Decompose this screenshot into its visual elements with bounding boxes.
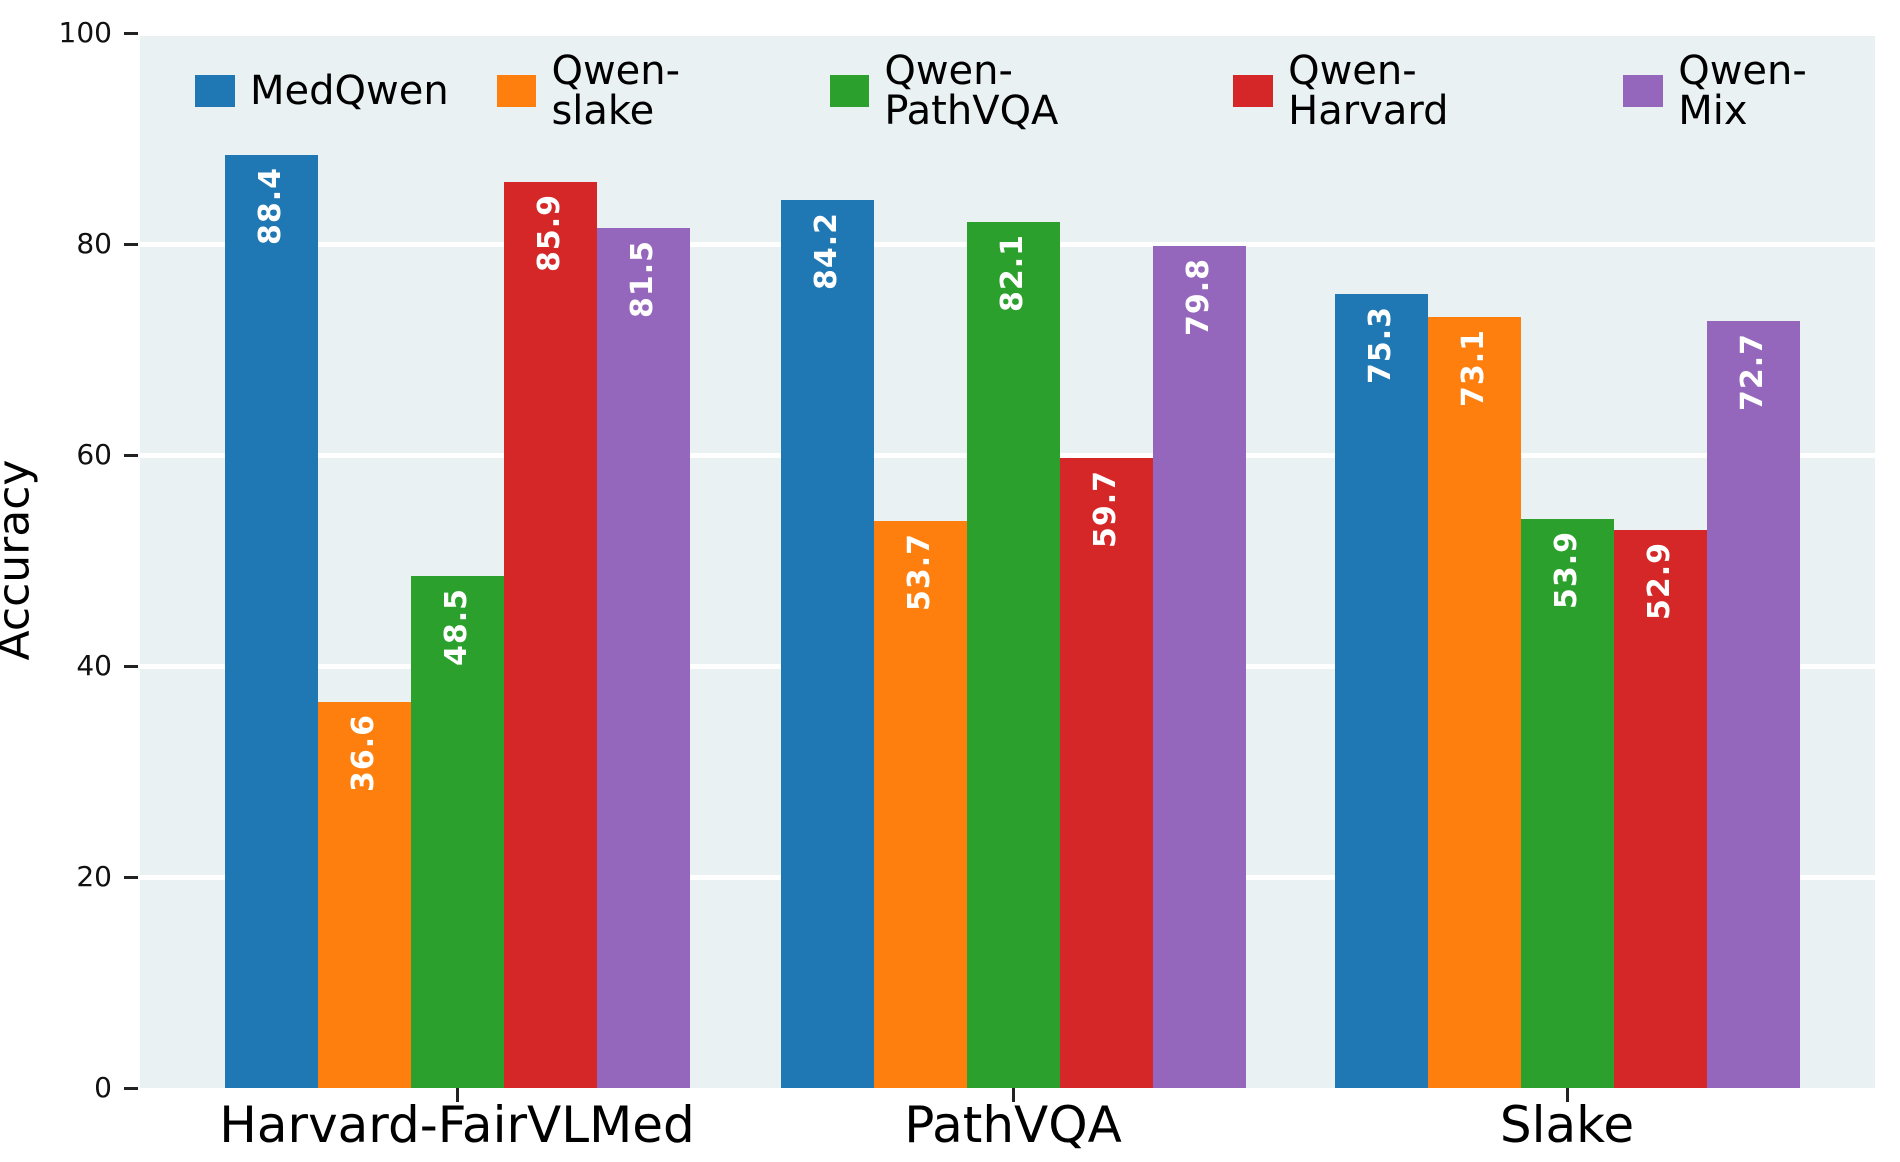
legend-swatch-qwen-mix <box>1623 75 1664 107</box>
legend-label: Qwen-Harvard <box>1288 48 1449 134</box>
bar-group-slake: 75.3 73.1 53.9 52.9 72.7 <box>1334 33 1800 1088</box>
bar-qwen-pathvqa-slake: 53.9 <box>1520 519 1614 1088</box>
x-tick-mark <box>455 1088 459 1102</box>
bar-value-label: 72.7 <box>1735 333 1770 412</box>
legend-label: Qwen-PathVQA <box>884 48 1059 134</box>
y-tick-label-40: 40 <box>76 649 112 682</box>
bar-value-label: 59.7 <box>1088 470 1123 549</box>
legend-item-qwen-harvard: Qwen-Harvard <box>1233 51 1575 131</box>
x-tick-mark <box>1011 1088 1015 1102</box>
bar-qwen-harvard-pathvqa: 59.7 <box>1059 458 1153 1088</box>
bar-qwen-pathvqa-harvard-fairvlmed: 48.5 <box>410 576 504 1088</box>
x-tick-label-harvard-fairvlmed: Harvard-FairVLMed <box>219 1096 695 1154</box>
bar-value-label: 48.5 <box>439 588 474 667</box>
legend-item-qwen-pathvqa: Qwen-PathVQA <box>829 48 1186 134</box>
x-tick-label-pathvqa: PathVQA <box>904 1096 1122 1154</box>
bar-medqwen-harvard-fairvlmed: 88.4 <box>224 155 318 1088</box>
y-tick-mark <box>124 664 138 668</box>
bar-qwen-slake-harvard-fairvlmed: 36.6 <box>317 701 411 1088</box>
legend-swatch-qwen-harvard <box>1233 75 1274 107</box>
bar-value-label: 73.1 <box>1456 328 1491 407</box>
bar-value-label: 36.6 <box>346 713 381 792</box>
legend-item-qwen-mix: Qwen-Mix <box>1623 51 1875 131</box>
bar-group-pathvqa: 84.2 53.7 82.1 59.7 79.8 <box>780 33 1246 1088</box>
legend-item-qwen-slake: Qwen-slake <box>496 48 782 134</box>
gridline-100 <box>140 30 1875 36</box>
y-tick-mark <box>124 1086 138 1090</box>
bar-value-label: 81.5 <box>625 240 660 319</box>
bar-qwen-slake-pathvqa: 53.7 <box>873 521 967 1088</box>
bar-qwen-mix-pathvqa: 79.8 <box>1152 246 1246 1088</box>
bar-value-label: 84.2 <box>809 211 844 290</box>
bar-value-label: 82.1 <box>995 233 1030 312</box>
bar-qwen-mix-harvard-fairvlmed: 81.5 <box>596 228 690 1088</box>
bar-medqwen-pathvqa: 84.2 <box>780 199 874 1088</box>
y-tick-label-20: 20 <box>76 860 112 893</box>
x-tick-label-slake: Slake <box>1499 1096 1635 1154</box>
y-tick-label-0: 0 <box>94 1071 112 1104</box>
bar-qwen-slake-slake: 73.1 <box>1427 316 1521 1088</box>
y-axis-label: Accuracy <box>0 459 40 661</box>
y-tick-label-80: 80 <box>76 227 112 260</box>
bar-value-label: 53.9 <box>1549 531 1584 610</box>
legend-label: Qwen-Mix <box>1678 48 1807 134</box>
bar-value-label: 79.8 <box>1181 258 1216 337</box>
bar-qwen-pathvqa-pathvqa: 82.1 <box>966 221 1060 1088</box>
y-tick-mark <box>124 453 138 457</box>
legend-swatch-medqwen <box>195 75 235 107</box>
bar-medqwen-slake: 75.3 <box>1334 293 1428 1088</box>
bar-group-harvard-fairvlmed: 88.4 36.6 48.5 85.9 81.5 <box>224 33 690 1088</box>
bar-qwen-mix-slake: 72.7 <box>1706 321 1800 1088</box>
legend-label: Qwen-slake <box>551 48 681 134</box>
x-tick-mark <box>1565 1088 1569 1102</box>
legend-swatch-qwen-slake <box>496 75 537 107</box>
bar-value-label: 52.9 <box>1642 541 1677 620</box>
legend-label: MedQwen <box>250 68 449 114</box>
y-tick-mark <box>124 31 138 35</box>
bar-qwen-harvard-slake: 52.9 <box>1613 529 1707 1088</box>
bar-value-label: 85.9 <box>532 193 567 272</box>
bar-value-label: 88.4 <box>253 167 288 246</box>
bar-value-label: 75.3 <box>1363 305 1398 384</box>
bar-value-label: 53.7 <box>902 533 937 612</box>
y-tick-label-60: 60 <box>76 438 112 471</box>
plot-area: 88.4 36.6 48.5 85.9 81.5 84.2 53.7 82.1 59.7 79.8… <box>140 30 1875 1088</box>
legend-item-medqwen: MedQwen <box>195 71 449 111</box>
legend-swatch-qwen-pathvqa <box>829 75 870 107</box>
y-tick-mark <box>124 242 138 246</box>
y-tick-mark <box>124 875 138 879</box>
y-tick-label-100: 100 <box>58 16 112 49</box>
bar-qwen-harvard-harvard-fairvlmed: 85.9 <box>503 181 597 1088</box>
legend: MedQwen Qwen-slake Qwen-PathVQA Qwen-Harvar… <box>195 51 1875 131</box>
